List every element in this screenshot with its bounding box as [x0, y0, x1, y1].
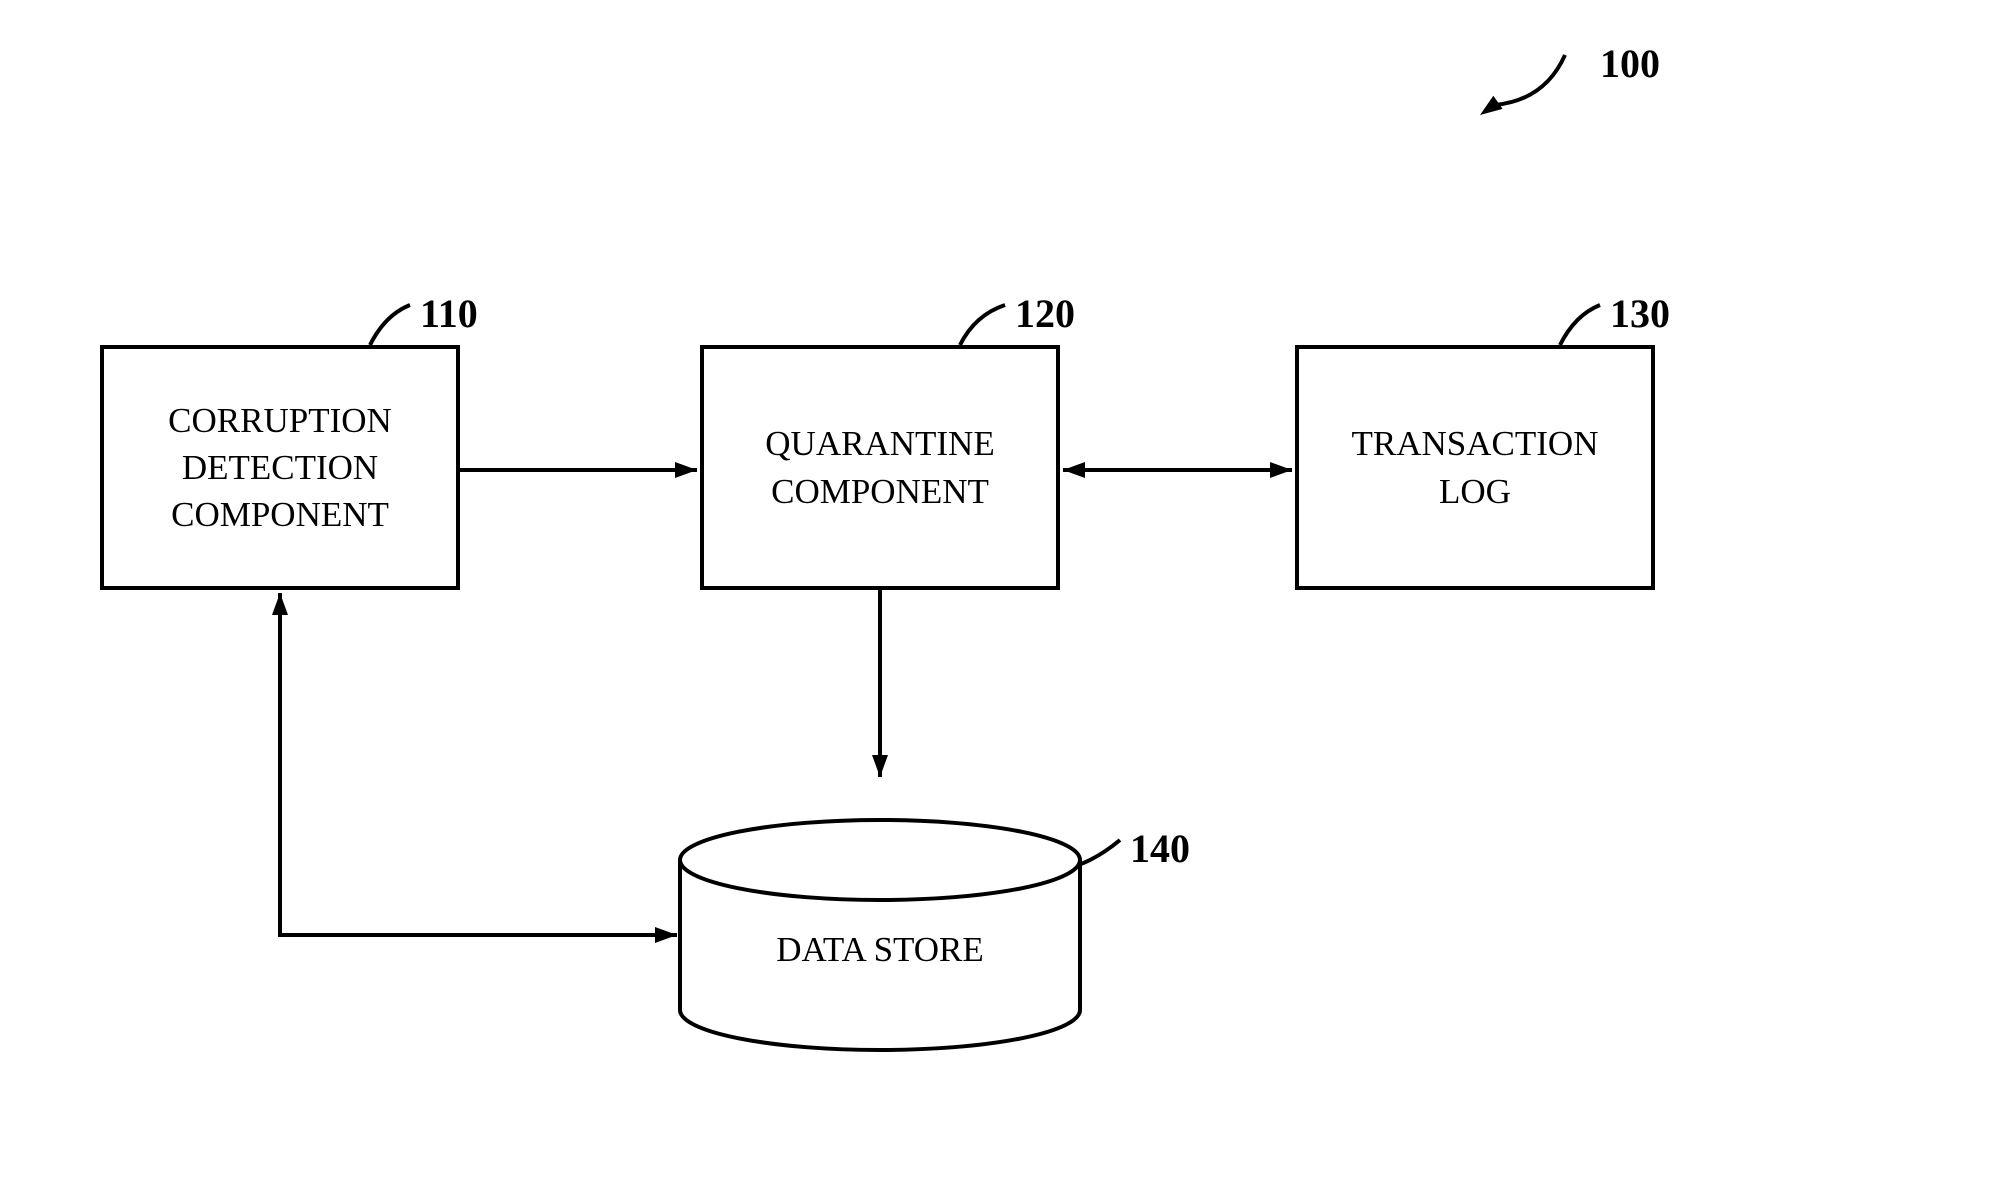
box-label-110: CORRUPTION DETECTION COMPONENT: [168, 397, 392, 539]
ref-label-110: 110: [420, 290, 478, 337]
box-quarantine: QUARANTINE COMPONENT: [700, 345, 1060, 590]
box-corruption-detection: CORRUPTION DETECTION COMPONENT: [100, 345, 460, 590]
ref-label-120: 120: [1015, 290, 1075, 337]
ref-label-140: 140: [1130, 825, 1190, 872]
diagram-container: 100 CORRUPTION DETECTION COMPONENT 110 Q…: [0, 0, 1994, 1193]
cylinder-data-store: DATA STORE: [680, 820, 1080, 1050]
ref-label-100: 100: [1600, 40, 1660, 87]
cylinder-label-140: DATA STORE: [680, 930, 1080, 970]
box-label-120: QUARANTINE COMPONENT: [765, 420, 994, 515]
box-transaction-log: TRANSACTION LOG: [1295, 345, 1655, 590]
box-label-130: TRANSACTION LOG: [1352, 420, 1599, 515]
ref-label-130: 130: [1610, 290, 1670, 337]
